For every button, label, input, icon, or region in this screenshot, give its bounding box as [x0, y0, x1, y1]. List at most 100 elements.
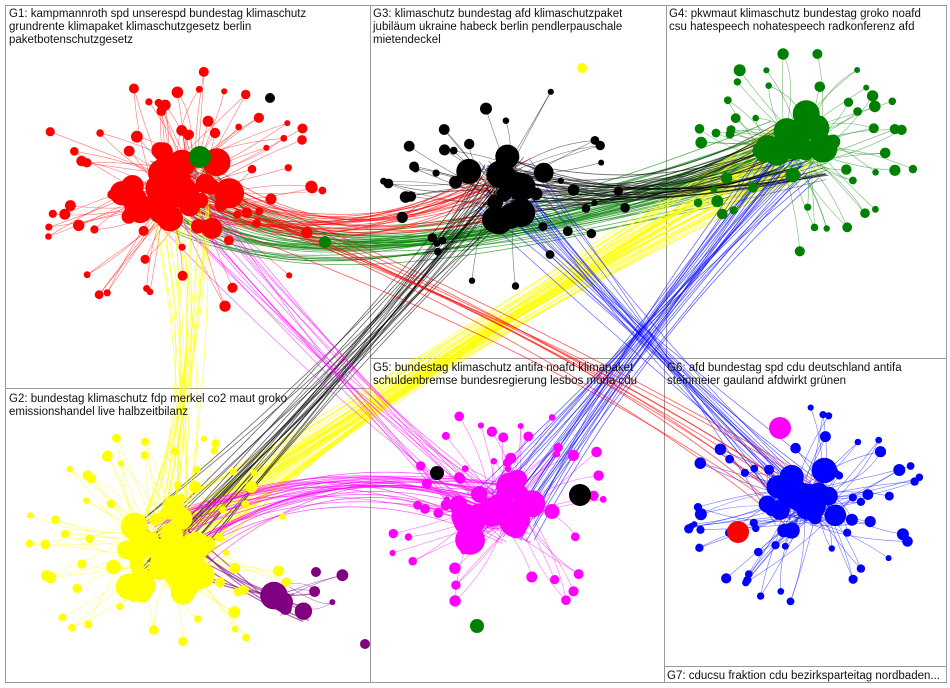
node-g2-64 — [214, 532, 224, 543]
node-g1-43 — [70, 147, 79, 156]
node-g2-23 — [77, 559, 87, 569]
node-g6-33 — [893, 464, 906, 476]
edge-g6-57-0 — [821, 524, 889, 559]
edge-g5-56-0 — [458, 416, 491, 505]
node-g3-51 — [496, 186, 512, 202]
bundle-edge-6-21 — [491, 172, 778, 502]
node-g6-18 — [848, 493, 858, 502]
bundle-edge-2-36 — [168, 146, 799, 543]
bundle-edge-8-10 — [180, 203, 497, 498]
node-g1-6 — [45, 127, 55, 137]
edge-g3-8-0 — [383, 180, 493, 192]
node-g4-58 — [810, 223, 819, 232]
node-g5-59 — [413, 500, 423, 510]
edge-g5-62-0 — [522, 518, 574, 592]
node-g6-28 — [845, 513, 858, 526]
node-g3-42 — [464, 138, 475, 150]
node-g4-32 — [872, 205, 879, 213]
edge-g6-45-0 — [821, 519, 862, 569]
node-g1-45 — [252, 219, 261, 228]
node-g5-51 — [588, 490, 599, 501]
node-g3-54 — [533, 162, 554, 183]
node-g6-46 — [864, 516, 876, 528]
node-g5-46 — [440, 499, 451, 511]
node-g3-27 — [557, 177, 564, 184]
node-g2-43 — [193, 465, 201, 473]
node-g1-17 — [209, 127, 221, 139]
node-g7-1 — [294, 602, 313, 620]
group-label-g3: G3: klimaschutz bundestag afd klimaschut… — [373, 8, 623, 46]
node-g5-32 — [449, 562, 461, 574]
node-g4-62 — [785, 167, 800, 183]
edge-g6-11-1 — [745, 523, 825, 583]
node-g5-48 — [567, 449, 580, 461]
node-g1-32 — [227, 282, 238, 293]
bundle-edge-2-37 — [185, 139, 825, 558]
node-g3-35 — [411, 165, 420, 173]
node-g2-9 — [149, 625, 159, 635]
group-label-g1: G1: kampmannroth spd unserespd bundestag… — [9, 8, 307, 46]
node-g3-14 — [620, 203, 630, 213]
group-label-g4: G4: pkwmaut klimaschutz bundestag groko … — [669, 8, 921, 33]
node-g1-63 — [284, 120, 291, 127]
node-g5-20 — [523, 431, 534, 442]
node-g5-36 — [389, 549, 396, 557]
edge-g6-58-0 — [791, 514, 908, 542]
node-g4-12 — [889, 164, 901, 176]
node-g6-64 — [843, 528, 852, 537]
node-g2-6 — [222, 549, 230, 556]
node-g6-41 — [884, 491, 894, 501]
node-g5-10 — [518, 490, 546, 518]
node-g2-63 — [45, 572, 57, 584]
node-g4-41 — [866, 90, 879, 102]
node-g4-38 — [860, 208, 870, 218]
node-g4-49 — [853, 107, 862, 116]
node-g4-57 — [711, 195, 724, 208]
bundle-edge-7-17 — [527, 191, 788, 493]
node-g2-17 — [242, 633, 250, 642]
node-g1-4 — [284, 164, 292, 172]
node-g6-72 — [779, 464, 804, 490]
node-g1-36 — [233, 210, 242, 219]
node-g6-42 — [721, 573, 732, 584]
node-g5-21 — [477, 422, 484, 429]
node-g6-47 — [835, 471, 844, 480]
node-g4-1 — [720, 172, 733, 184]
node-g1-77 — [297, 123, 308, 134]
node-g6-68 — [764, 464, 775, 475]
node-g6-55 — [807, 404, 814, 411]
bundle-edge-5-15 — [507, 137, 775, 204]
node-g4-18 — [842, 222, 853, 233]
node-g1-26 — [241, 89, 251, 100]
bundle-edge-3-21 — [136, 205, 491, 577]
node-g2-71 — [178, 636, 188, 647]
node-g2-86 — [58, 613, 67, 622]
node-g1-30 — [59, 208, 71, 220]
bundle-edge-6-8 — [522, 128, 802, 518]
node-g2-12 — [60, 529, 70, 539]
node-g7-2 — [336, 569, 349, 582]
node-g1-19 — [94, 290, 104, 300]
node-g3-39 — [545, 250, 555, 259]
node-g4-64 — [788, 135, 813, 160]
node-g4-43 — [723, 96, 732, 105]
node-g3-6 — [567, 184, 580, 196]
node-g2-41 — [116, 603, 124, 611]
node-g6-58 — [902, 536, 913, 547]
node-g2-82 — [241, 500, 250, 509]
bundle-edge-1-24 — [184, 208, 491, 231]
node-g2-74 — [117, 460, 125, 467]
node-g5-14 — [420, 503, 430, 514]
node-g5-45 — [433, 508, 444, 518]
bundle-edge-7-19 — [489, 198, 834, 514]
node-g6-65 — [915, 473, 924, 482]
group-label-g6: G6: afd bundestag spd cdu deutschland an… — [667, 362, 902, 387]
edge-g3-38-0 — [388, 183, 498, 206]
node-g2-45 — [72, 583, 82, 593]
node-g3-32 — [598, 159, 605, 166]
node-g6-54 — [809, 482, 828, 500]
node-g2-62 — [148, 556, 172, 581]
node-g5-26 — [461, 465, 469, 472]
node-g4-48 — [814, 81, 826, 93]
node-g4-30 — [752, 114, 759, 122]
